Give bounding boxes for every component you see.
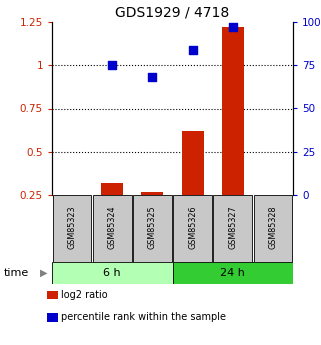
Bar (53, 195, 91, 262)
Text: GSM85324: GSM85324 (108, 205, 117, 249)
Bar (141, 191, 163, 195)
Bar (173, 195, 212, 262)
Text: 24 h: 24 h (220, 268, 245, 278)
Point (230, 24, 235, 30)
Text: GSM85327: GSM85327 (228, 205, 237, 249)
Text: percentile rank within the sample: percentile rank within the sample (61, 313, 226, 323)
Bar (101, 183, 123, 195)
Bar (172, 262, 293, 284)
Bar (133, 195, 172, 262)
Bar (254, 195, 292, 262)
Bar (52, 262, 172, 284)
Bar (222, 27, 244, 195)
Point (150, 75, 155, 80)
Title: GDS1929 / 4718: GDS1929 / 4718 (115, 6, 230, 19)
Bar (213, 195, 252, 262)
Text: GSM85323: GSM85323 (68, 205, 77, 249)
Text: log2 ratio: log2 ratio (61, 290, 108, 300)
Text: ▶: ▶ (40, 268, 48, 278)
Text: GSM85326: GSM85326 (188, 205, 197, 249)
Text: time: time (4, 268, 29, 278)
Bar (93, 195, 132, 262)
Point (110, 62, 115, 68)
Text: 6 h: 6 h (103, 268, 121, 278)
Text: GSM85325: GSM85325 (148, 205, 157, 249)
Bar (182, 131, 204, 195)
Point (190, 47, 195, 52)
Text: GSM85328: GSM85328 (268, 205, 277, 249)
